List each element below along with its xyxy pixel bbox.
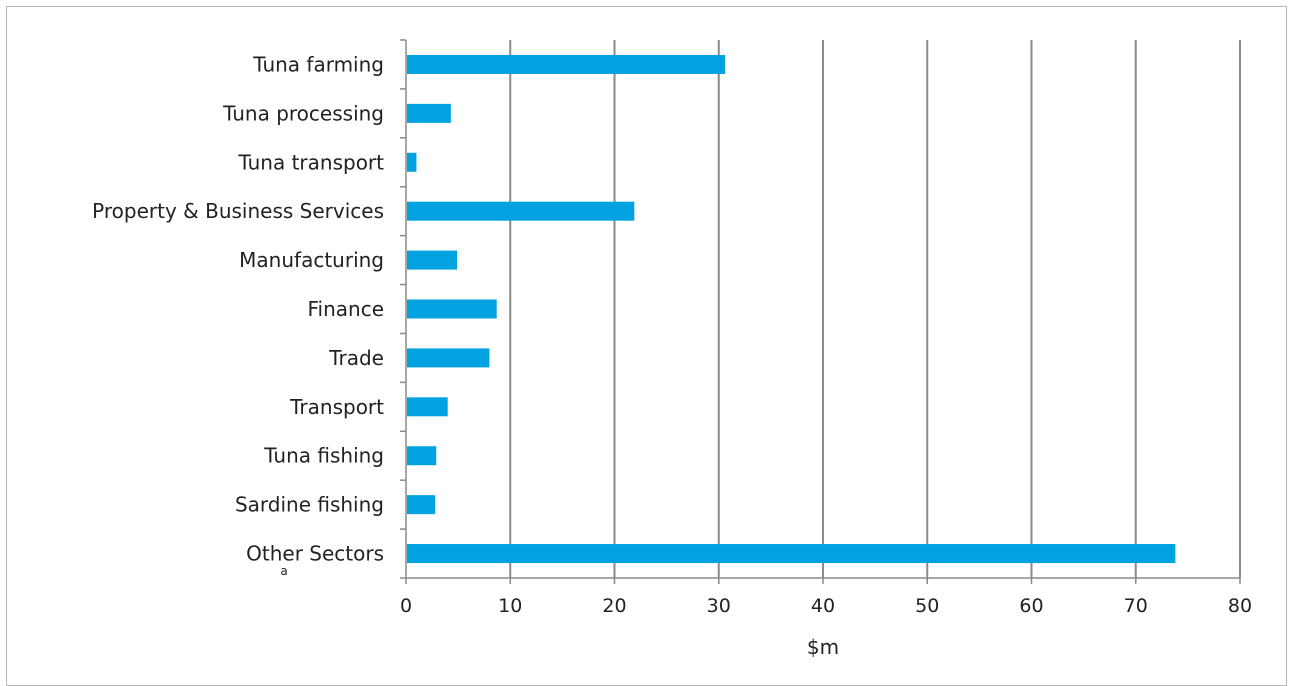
bar [407, 397, 448, 417]
bar [407, 103, 451, 123]
category-label: Other Sectors [246, 542, 384, 566]
x-tick-label: 30 [707, 595, 731, 617]
x-tick-label: 80 [1228, 595, 1252, 617]
bar [407, 299, 497, 319]
bar [407, 348, 490, 368]
category-label: Tuna processing [222, 101, 384, 125]
bar [407, 152, 417, 172]
x-tick-label: 40 [811, 595, 835, 617]
x-tick-label: 20 [602, 595, 626, 617]
bar [407, 544, 1176, 564]
category-footnote: a [280, 564, 287, 578]
category-label: Tuna fishing [263, 444, 384, 468]
gridlines [509, 40, 1241, 578]
bars [407, 54, 1176, 564]
category-label: Transport [289, 395, 384, 419]
bar-chart: Tuna farming Tuna processing Tuna transpor… [92, 39, 1252, 659]
x-axis-title: $m [807, 635, 839, 659]
chart-frame [6, 6, 1287, 686]
category-label: Manufacturing [239, 248, 384, 272]
bar [407, 250, 458, 270]
category-label: Property & Business Services [92, 199, 384, 223]
x-tick-label: 10 [498, 595, 522, 617]
category-label: Tuna transport [237, 150, 384, 174]
x-tick-labels: 0 10 20 30 40 50 60 70 80 [400, 595, 1252, 617]
category-label: Tuna farming [252, 52, 384, 76]
category-label: Trade [328, 346, 384, 370]
x-tick-label: 50 [915, 595, 939, 617]
category-labels: Tuna farming Tuna processing Tuna transpor… [92, 52, 384, 565]
bar [407, 446, 437, 466]
x-tick-label: 0 [400, 595, 412, 617]
x-tick-label: 60 [1019, 595, 1043, 617]
category-label: Finance [307, 297, 384, 321]
category-label: Sardine fishing [235, 493, 384, 517]
bar [407, 201, 635, 221]
x-tick-label: 70 [1124, 595, 1148, 617]
bar [407, 495, 436, 515]
axes [400, 39, 1241, 584]
bar [407, 54, 726, 74]
